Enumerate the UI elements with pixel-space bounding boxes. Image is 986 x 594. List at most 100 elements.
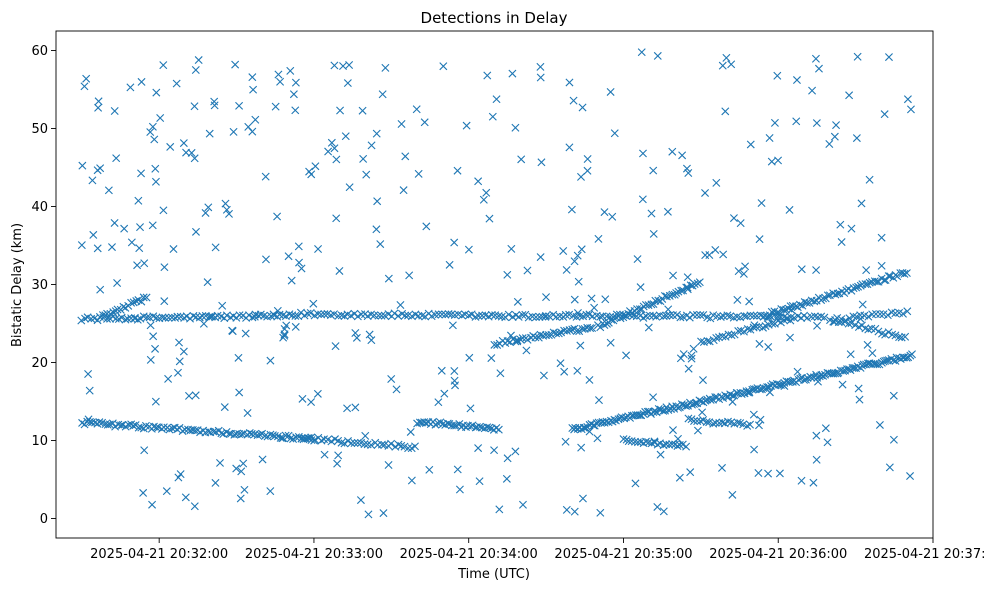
track-point [443, 419, 452, 428]
clutter-point [235, 388, 244, 397]
track-point [749, 311, 758, 320]
track-point [868, 310, 877, 319]
clutter-point [754, 469, 763, 478]
clutter-point [770, 118, 779, 127]
track-point [884, 272, 893, 281]
clutter-point [130, 314, 139, 323]
track-point [394, 311, 403, 320]
track-point [117, 421, 125, 430]
clutter-point [307, 398, 316, 407]
track-point [562, 326, 571, 335]
clutter-point [414, 169, 423, 178]
track-point [690, 400, 699, 409]
clutter-point [573, 251, 582, 260]
clutter-point [862, 266, 871, 275]
track-point [161, 313, 170, 322]
clutter-point [146, 128, 155, 137]
clutter-point [576, 341, 585, 350]
y-tick-label: 20 [31, 356, 48, 371]
clutter-point [334, 451, 343, 460]
clutter-point [797, 265, 806, 274]
clutter-point [701, 188, 710, 197]
clutter-point [278, 434, 287, 443]
clutter-point [279, 333, 288, 342]
clutter-point [583, 166, 592, 175]
clutter-point [774, 156, 783, 165]
clutter-point [830, 132, 839, 141]
clutter-point [513, 337, 522, 346]
clutter-point [251, 310, 260, 319]
clutter-point [358, 106, 367, 115]
clutter-point [679, 350, 688, 359]
clutter-point [809, 478, 818, 487]
clutter-point [379, 509, 388, 518]
clutter-point [884, 53, 893, 62]
clutter-point [775, 469, 784, 478]
track-point [320, 310, 329, 319]
track-point [596, 312, 605, 321]
clutter-point [863, 340, 872, 349]
track-point [673, 441, 682, 450]
clutter-point [562, 505, 571, 514]
clutter-point [335, 266, 344, 275]
clutter-point [570, 295, 579, 304]
track-point [674, 287, 683, 296]
clutter-point [880, 110, 889, 119]
clutter-point [507, 244, 516, 253]
track-point [504, 310, 513, 319]
track-point [404, 444, 413, 453]
clutter-point [814, 377, 822, 386]
clutter-point [232, 464, 241, 473]
clutter-point [401, 152, 410, 161]
x-axis-ticks: 2025-04-21 20:32:00 2025-04-21 20:33:00 20… [90, 538, 986, 562]
track-point [518, 334, 527, 343]
clutter-point [77, 241, 86, 250]
track-point [485, 423, 494, 432]
track-point [775, 308, 784, 317]
clutter-point [577, 443, 586, 452]
track-point [492, 424, 501, 433]
clutter-point [638, 149, 647, 158]
clutter-point [906, 472, 915, 481]
clutter-point [107, 243, 116, 252]
clutter-point [889, 435, 898, 444]
clutter-point [146, 321, 155, 330]
track-point [159, 423, 168, 432]
clutter-point [785, 205, 794, 214]
clutter-point [112, 154, 121, 163]
clutter-point [556, 359, 565, 368]
clutter-point [764, 469, 773, 478]
clutter-point [537, 158, 546, 167]
x-tick-label: 2025-04-21 20:37:00 [864, 547, 986, 562]
track-point [677, 400, 686, 409]
y-axis-label: Bistatic Delay (km) [10, 223, 25, 347]
clutter-point [698, 376, 707, 385]
clutter-point [137, 169, 146, 178]
track-point [483, 423, 492, 432]
track-point [285, 310, 294, 319]
track-point [892, 353, 901, 362]
track-point [706, 395, 715, 404]
track-point [695, 278, 704, 287]
clutter-point [351, 403, 360, 412]
clutter-point [722, 53, 731, 62]
track-point [677, 286, 686, 295]
clutter-point [187, 148, 196, 157]
clutter-point [314, 245, 323, 253]
clutter-point [280, 325, 289, 333]
clutter-point [333, 459, 342, 468]
clutter-point [495, 505, 504, 514]
track-point [474, 311, 483, 320]
track-point [876, 310, 885, 319]
clutter-point [359, 154, 368, 163]
clutter-point [705, 251, 714, 259]
clutter-point [339, 62, 348, 71]
clutter-point [164, 374, 173, 383]
clutter-point [453, 166, 462, 175]
track-point [736, 326, 745, 335]
clutter-point [622, 351, 631, 360]
clutter-point [251, 115, 260, 124]
clutter-point [517, 155, 526, 164]
clutter-point [241, 329, 250, 338]
